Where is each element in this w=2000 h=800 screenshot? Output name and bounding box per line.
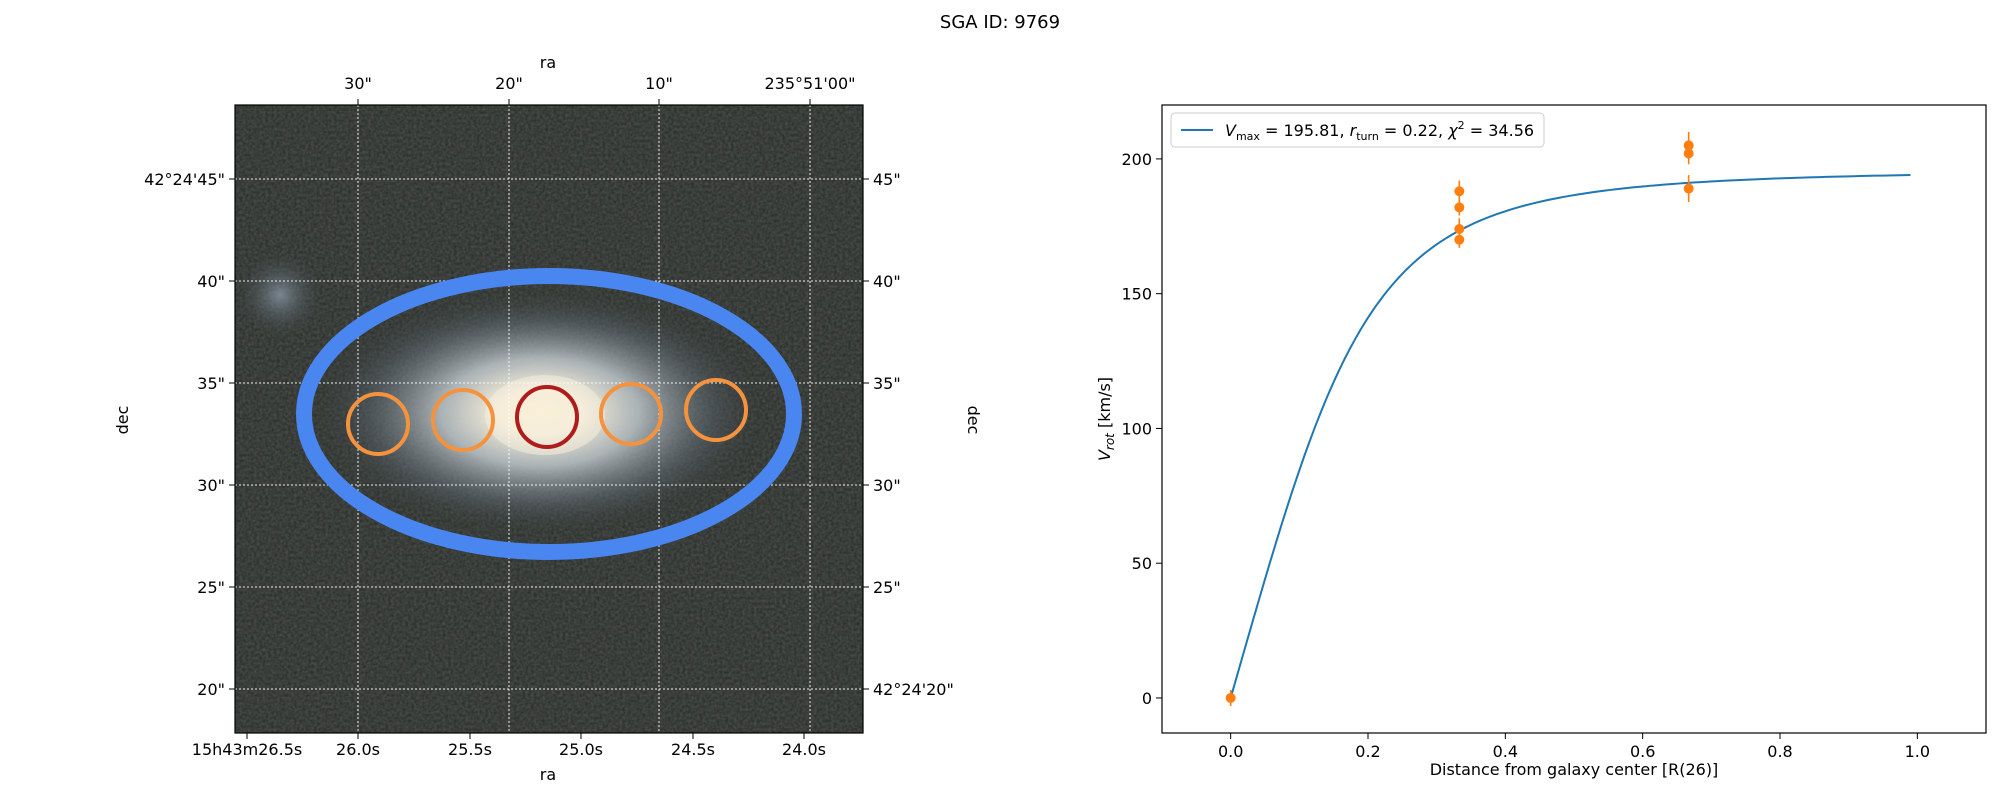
aperture-circle [599,382,663,446]
y-tick-label: 0 [1142,689,1152,708]
r26-isophote-ellipse [296,268,802,560]
left-tick-label: 42°24'45" [144,170,225,189]
bottom-tick-label: 15h43m26.5s [192,740,302,759]
data-point [1683,148,1694,159]
bottom-tick-label: 24.5s [671,740,715,759]
aperture-circle [684,378,748,442]
x-tick-label: 1.0 [1905,742,1930,761]
data-point [1454,202,1465,213]
fit-curve [1229,174,1911,699]
left-tick-label: 30" [197,476,225,495]
top-tick-label: 10" [645,74,673,93]
image-bottom-axis-label: ra [540,765,556,784]
rotation-curve-panel: 0.0 0.2 0.4 0.6 0.8 1.0 0 50 100 150 200 Distance … [1095,104,1987,779]
top-tick-label: 235°51'00" [764,74,855,93]
data-point [1454,186,1465,197]
left-tick-label: 25" [197,578,225,597]
right-tick-label: 45" [873,170,901,189]
x-axis-label: Distance from galaxy center [R(26)] [1430,760,1719,779]
aperture-circle [346,392,410,456]
right-tick-label: 30" [873,476,901,495]
legend-label: Vmax = 195.81, rturn = 0.22, χ2 = 34.56 [1225,119,1534,143]
image-right-axis-label: dec [964,406,983,435]
image-left-axis-label: dec [113,406,132,435]
y-tick-label: 150 [1121,285,1152,304]
top-tick-label: 30" [344,74,372,93]
neighbor-source [235,250,325,340]
right-tick-label: 25" [873,578,901,597]
image-ticks: 30" 20" 10" 235°51'00" 15h43m26.5s 26.0s 25.5s… [144,74,954,759]
x-tick-label: 0.6 [1630,742,1655,761]
x-tick-label: 0.4 [1493,742,1518,761]
data-point [1683,183,1694,194]
y-tick-label: 200 [1121,150,1152,169]
bottom-tick-label: 25.5s [448,740,492,759]
y-tick-label: 100 [1121,419,1152,438]
data-point [1225,692,1236,703]
x-tick-label: 0.2 [1355,742,1380,761]
data-points [1225,131,1694,707]
center-aperture-circle [515,385,579,449]
data-point [1454,234,1465,245]
data-point [1454,223,1465,234]
plot-frame [1161,104,1987,734]
bottom-tick-label: 26.0s [336,740,380,759]
legend-box [1170,112,1545,148]
figure-title: SGA ID: 9769 [939,12,1061,33]
left-tick-label: 35" [197,374,225,393]
aperture-circle [431,388,495,452]
sky-image-panel: 30" 20" 10" 235°51'00" 15h43m26.5s 26.0s 25.5s… [113,53,983,784]
image-frame [234,104,864,734]
right-tick-label: 40" [873,272,901,291]
y-tick-label: 50 [1132,554,1152,573]
legend: Vmax = 195.81, rturn = 0.22, χ2 = 34.56 [1170,112,1545,148]
right-tick-label: 35" [873,374,901,393]
x-tick-label: 0.0 [1218,742,1243,761]
image-top-axis-label: ra [540,53,556,72]
y-axis-label: Vrot [km/s] [1095,377,1117,461]
x-tick-label: 0.8 [1767,742,1792,761]
aperture-markers [346,378,748,456]
right-tick-label: 42°24'20" [873,680,954,699]
top-tick-label: 20" [495,74,523,93]
bottom-tick-label: 24.0s [782,740,826,759]
bottom-tick-label: 25.0s [559,740,603,759]
left-tick-label: 40" [197,272,225,291]
plot-ticks: 0.0 0.2 0.4 0.6 0.8 1.0 0 50 100 150 200 [1121,150,1930,761]
left-tick-label: 20" [197,680,225,699]
galaxy-core [485,375,605,455]
